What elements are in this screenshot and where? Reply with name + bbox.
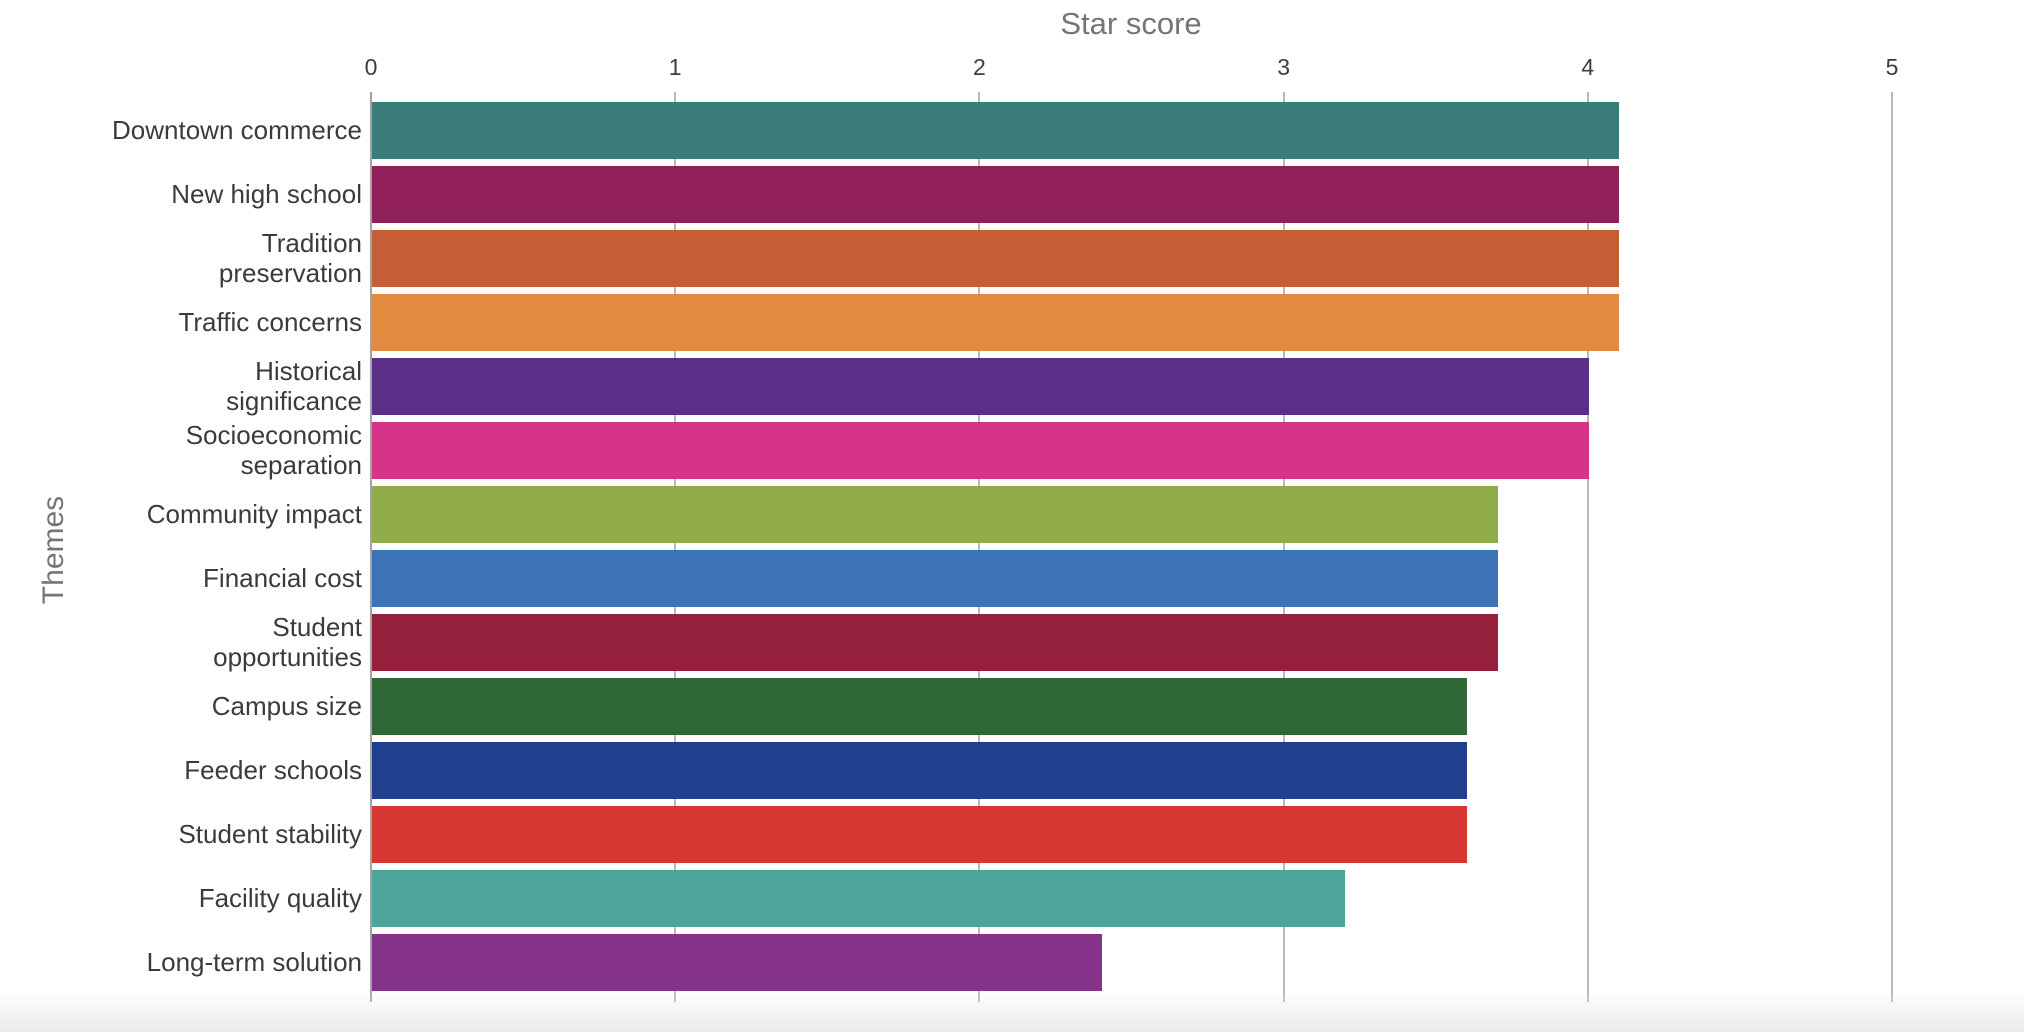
category-label-campus-size: Campus size — [211, 690, 362, 721]
x-axis-title: Star score — [1060, 6, 1202, 41]
category-label-feeder-schools: Feeder schools — [184, 754, 362, 785]
x-tick-label-1: 1 — [668, 54, 682, 80]
category-label-student-stability: Student stability — [178, 818, 362, 849]
gridline-0 — [370, 92, 372, 1002]
category-label-historical-significance: Historical significance — [226, 355, 362, 416]
gridline-1 — [674, 92, 677, 1002]
x-tick-label-5: 5 — [1885, 54, 1899, 80]
bar-traffic-concerns — [372, 294, 1619, 351]
category-label-downtown-commerce: Downtown commerce — [112, 114, 362, 145]
x-tick-label-3: 3 — [1277, 54, 1290, 80]
category-label-financial-cost: Financial cost — [203, 562, 362, 593]
category-label-tradition-preservation: Tradition preservation — [218, 227, 362, 288]
gridline-3 — [1282, 92, 1285, 1002]
gridline-5 — [1891, 92, 1893, 1002]
bar-long-term-solution — [372, 934, 1102, 991]
category-label-long-term-solution: Long-term solution — [146, 946, 362, 977]
bar-historical-significance — [372, 358, 1589, 415]
category-label-community-impact: Community impact — [146, 498, 362, 529]
x-tick-label-0: 0 — [364, 54, 378, 80]
gridline-4 — [1586, 92, 1589, 1002]
bar-financial-cost — [372, 550, 1498, 607]
bottom-fade — [0, 990, 2024, 1032]
bar-student-stability — [372, 806, 1467, 863]
x-tick-label-2: 2 — [972, 54, 986, 80]
bar-downtown-commerce — [372, 102, 1619, 159]
gridline-2 — [978, 92, 981, 1002]
bar-socioeconomic-separation — [372, 422, 1589, 479]
category-label-student-opportunities: Student opportunities — [213, 611, 362, 672]
bar-facility-quality — [372, 870, 1345, 927]
x-tick-label-4: 4 — [1581, 54, 1595, 80]
category-label-socioeconomic-separation: Socioeconomic separation — [185, 419, 362, 480]
category-label-traffic-concerns: Traffic concerns — [178, 306, 362, 337]
bar-campus-size — [372, 678, 1467, 735]
bar-student-opportunities — [372, 614, 1498, 671]
category-label-new-high-school: New high school — [171, 178, 362, 209]
bar-feeder-schools — [372, 742, 1467, 799]
bar-tradition-preservation — [372, 230, 1619, 287]
bar-community-impact — [372, 486, 1498, 543]
bar-new-high-school — [372, 166, 1619, 223]
category-label-facility-quality: Facility quality — [198, 882, 362, 913]
